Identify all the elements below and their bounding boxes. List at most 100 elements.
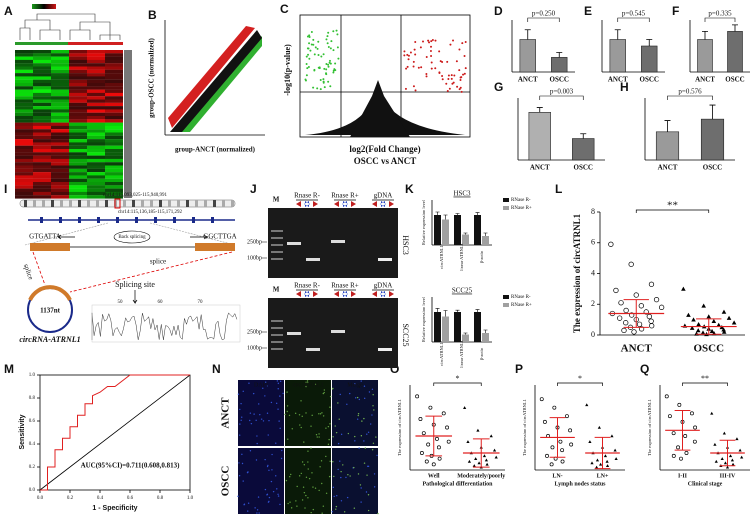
heatmap-cell xyxy=(51,116,69,120)
decor-speck xyxy=(296,505,298,507)
panel-letter: F xyxy=(672,4,679,18)
data-point xyxy=(426,442,431,447)
heatmap-cell xyxy=(87,182,105,186)
decor-speck xyxy=(356,418,359,420)
decor-dot xyxy=(327,80,330,83)
decor-dot xyxy=(308,42,311,45)
decor-dot xyxy=(406,65,409,68)
decor-dot xyxy=(322,78,325,81)
ladder-band xyxy=(271,258,283,260)
chromosome-band xyxy=(168,200,171,207)
data-point xyxy=(569,442,574,447)
decor-dot xyxy=(458,69,461,72)
heatmap-cell xyxy=(69,59,87,64)
decor-dot xyxy=(419,46,422,49)
decor-speck xyxy=(237,393,240,395)
splice-label: splice xyxy=(22,263,35,281)
heatmap-cell xyxy=(69,116,87,120)
error-bar xyxy=(443,214,448,220)
heatmap-side xyxy=(124,50,132,198)
data-point xyxy=(424,459,429,464)
decor-speck xyxy=(258,512,260,514)
circ-name: circRNA-ATRNL1 xyxy=(19,335,80,344)
decor-speck xyxy=(345,476,347,479)
chromosome xyxy=(19,199,236,208)
data-point xyxy=(610,434,614,438)
decor-speck xyxy=(303,491,306,494)
decor-speck xyxy=(276,380,279,382)
heatmap-cell xyxy=(87,86,105,90)
significance: * xyxy=(578,374,582,383)
decor-speck xyxy=(360,487,362,489)
data-point xyxy=(701,303,706,308)
row-label: ANCT xyxy=(220,397,232,429)
size-label: 250bp xyxy=(247,329,262,335)
data-point xyxy=(484,458,489,462)
heatmap-cell xyxy=(87,79,105,84)
bar xyxy=(697,39,713,73)
decor-dot xyxy=(327,46,330,49)
panel-letter: M xyxy=(4,362,14,376)
panel-letter: G xyxy=(494,80,503,94)
heatmap-cell xyxy=(87,172,105,176)
panel-letter: O xyxy=(390,362,399,376)
heatmap-cell xyxy=(87,102,105,107)
data-point xyxy=(628,261,634,267)
chromosome-band xyxy=(42,200,45,207)
exon xyxy=(59,217,62,223)
decor-speck xyxy=(354,440,356,442)
y-tick-label: 6 xyxy=(591,238,595,247)
heatmap-cell xyxy=(105,125,123,130)
heatmap-cell xyxy=(15,76,33,80)
heatmap-cell xyxy=(105,116,123,120)
decor-speck xyxy=(271,453,273,456)
data-point xyxy=(467,459,472,463)
exon xyxy=(78,217,81,223)
decor-dot xyxy=(312,86,315,89)
decor-speck xyxy=(290,473,292,476)
heatmap-cell xyxy=(87,112,105,117)
data-point xyxy=(613,287,619,294)
heatmap-cell xyxy=(15,188,33,192)
decor-dot xyxy=(327,65,330,68)
decor-speck xyxy=(281,449,283,452)
heatmap-cell xyxy=(105,56,123,60)
heatmap-cell xyxy=(69,165,87,169)
error-bar xyxy=(463,332,468,335)
decor-speck xyxy=(287,502,289,505)
decor-speck xyxy=(367,494,370,496)
data-point xyxy=(643,309,649,315)
chromosome-band xyxy=(87,200,90,207)
heatmap-cell xyxy=(33,185,51,189)
decor-speck xyxy=(237,495,239,498)
region: chr14:115,136,185-115,171,292 xyxy=(118,210,183,215)
decor-speck xyxy=(301,499,304,501)
x-axis-title: 1 - Specificity xyxy=(92,505,137,512)
heatmap-cell xyxy=(33,119,51,123)
data-point xyxy=(721,329,727,334)
heatmap-cell xyxy=(15,83,33,87)
heatmap-cell xyxy=(105,96,123,100)
data-point xyxy=(714,459,718,463)
decor-speck xyxy=(279,427,281,430)
decor-dot xyxy=(447,74,450,77)
data-point xyxy=(683,434,688,438)
decor-speck xyxy=(296,485,298,488)
heatmap-cell xyxy=(105,172,123,176)
decor-dot xyxy=(422,40,425,43)
data-point xyxy=(421,431,426,436)
decor-speck xyxy=(240,402,242,405)
heatmap-cell xyxy=(15,66,33,70)
heatmap-cell xyxy=(33,69,51,74)
ladder-band xyxy=(271,327,283,329)
heatmap-cell xyxy=(69,132,87,136)
decor-speck xyxy=(335,505,338,508)
decor-dot xyxy=(438,71,441,74)
decor-speck xyxy=(340,433,343,436)
decor-speck xyxy=(275,442,277,444)
legend-label: RNase R- xyxy=(511,295,531,300)
decor-speck xyxy=(272,490,275,493)
heatmap-cell xyxy=(33,132,51,136)
chromosome-band xyxy=(204,200,207,207)
chromosome-band xyxy=(177,200,180,207)
